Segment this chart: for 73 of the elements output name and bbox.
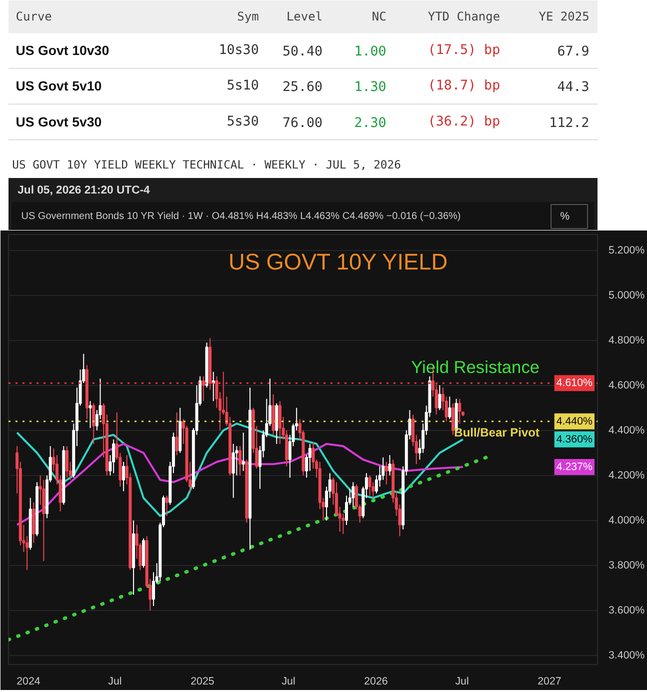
text: 1.00 <box>354 44 386 60</box>
text: US Govt 5v30 <box>16 114 102 130</box>
category-label: YE 2025 <box>538 10 590 24</box>
category-label: Level <box>286 10 323 24</box>
ref-line-label: Bull/Bear Pivot <box>454 425 540 440</box>
annotation: 4.440% <box>556 415 594 428</box>
annotation: 4.360% <box>556 433 594 446</box>
candlestick <box>448 396 452 420</box>
text: US Govt 5v10 <box>16 78 102 94</box>
candlestick <box>238 446 242 476</box>
candlestick <box>65 446 68 478</box>
candlestick <box>451 402 454 436</box>
text: 112.2 <box>549 116 590 131</box>
y-tick-label: 4.400% <box>608 424 646 436</box>
chart-subtitle: US Government Bonds 10 YR Yield · 1W · O4.481% H4.483% L4.463% C4.469% −0.016 (−0.36%) <box>21 211 461 222</box>
text: 5s10 <box>226 78 259 94</box>
candlestick <box>388 454 392 476</box>
x-tick-label: 2024 <box>16 676 40 688</box>
text: 2.30 <box>354 116 386 131</box>
y-tick-label: 4.200% <box>608 469 646 482</box>
x-tick-label: Jul <box>455 676 469 688</box>
ref-line-label: Yield Resistance <box>411 357 540 378</box>
text: 5s30 <box>226 114 259 130</box>
chart-title: US GOVT 10Y YIELD WEEKLY TECHNICAL · WEEKLY · JUL 5, 2026 <box>12 158 402 172</box>
y-tick-label: 5.200% <box>608 244 646 256</box>
category-label: Sym <box>237 10 259 24</box>
text: (36.2) bp <box>428 114 500 130</box>
y-tick-label: 3.800% <box>608 559 646 572</box>
y-tick-label: 4.800% <box>608 334 646 346</box>
candlestick <box>458 398 462 424</box>
candlestick <box>88 400 92 429</box>
text: 50.40 <box>282 44 323 60</box>
text: Jul 05, 2026 21:20 UTC-4 <box>18 184 151 196</box>
candlestick <box>278 400 282 444</box>
x-tick-label: Jul <box>108 676 122 688</box>
annotation: US GOVT 10Y YIELD <box>228 248 448 274</box>
y-tick-label: 3.600% <box>608 604 646 616</box>
text: US Govt 10v30 <box>16 43 110 58</box>
candlestick <box>368 474 372 496</box>
text: % <box>560 210 570 222</box>
annotation: 4.610% <box>556 377 594 390</box>
y-tick-label: 4.000% <box>608 514 646 526</box>
x-tick-label: 2025 <box>190 676 214 688</box>
category-label: Curve <box>16 10 52 24</box>
text: 10s30 <box>218 43 259 58</box>
candlestick <box>165 495 168 516</box>
category-label: NC <box>372 10 386 24</box>
annotation: 4.237% <box>556 461 594 474</box>
x-tick-label: 2027 <box>538 676 562 688</box>
text: 1.30 <box>354 80 386 96</box>
line-series <box>16 442 464 526</box>
candlestick <box>122 461 126 492</box>
category-label: YTD Change <box>428 10 500 24</box>
candlestick <box>352 482 355 508</box>
y-tick-label: 4.600% <box>608 379 646 392</box>
candlestick <box>438 384 442 411</box>
text: 25.60 <box>282 80 323 96</box>
candlestick <box>232 443 235 498</box>
text: (17.5) bp <box>428 43 500 58</box>
text: 44.3 <box>557 80 590 96</box>
text: (18.7) bp <box>428 78 500 94</box>
y-tick-label: 5.000% <box>608 289 646 302</box>
text: 76.00 <box>282 116 323 131</box>
candlestick <box>175 412 178 456</box>
candlestick <box>92 402 96 444</box>
y-tick-label: 3.400% <box>608 649 646 662</box>
candlestick <box>202 376 205 402</box>
candlestick <box>112 438 116 474</box>
candlestick <box>384 461 388 485</box>
x-tick-label: 2026 <box>364 676 388 688</box>
x-tick-label: Jul <box>282 676 296 688</box>
text: 67.9 <box>557 44 590 60</box>
candlestick <box>242 432 245 472</box>
